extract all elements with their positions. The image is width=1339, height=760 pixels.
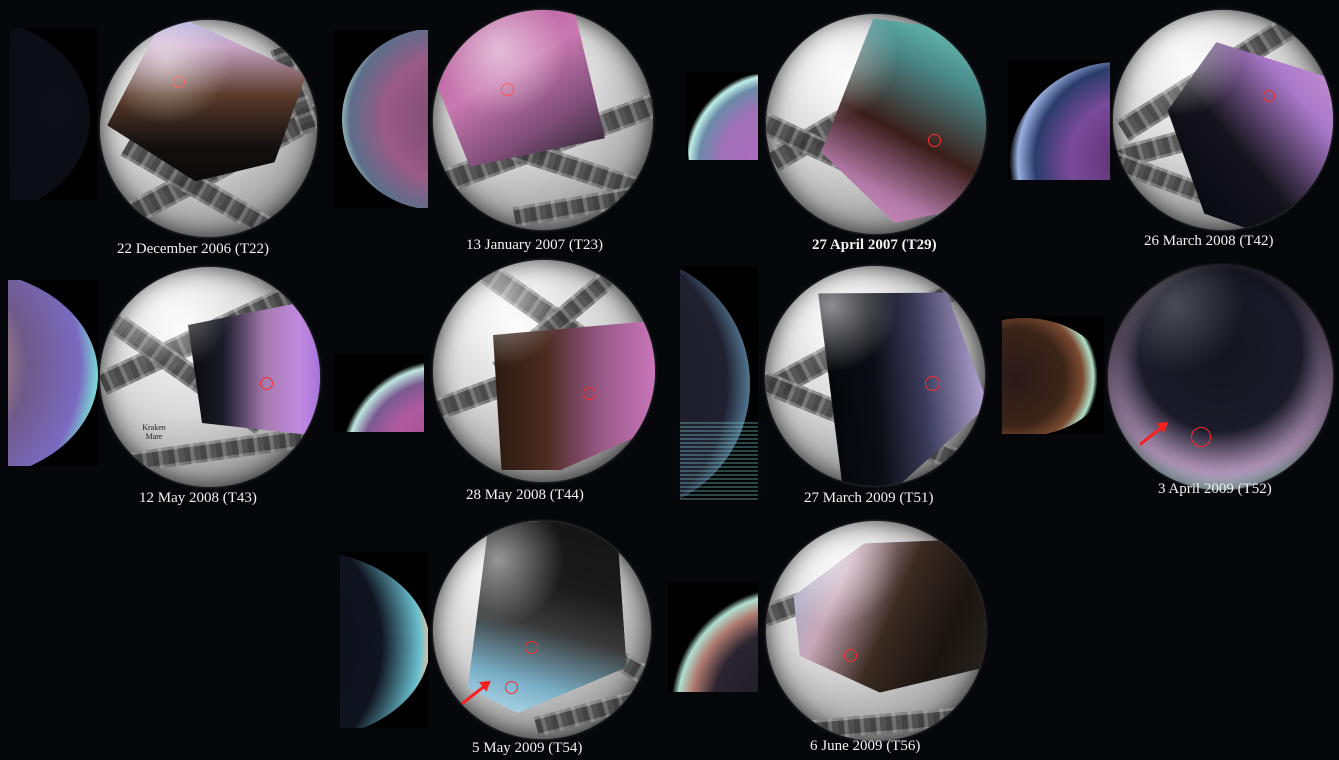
- marker-circle: [928, 134, 941, 147]
- panel-label-t23: 13 January 2007 (T23): [466, 237, 604, 253]
- thumbnail-t22: [10, 28, 97, 200]
- thumbnail-t52: [1002, 316, 1104, 434]
- thumbnail-t23: [334, 30, 428, 208]
- globe-t52: [1108, 265, 1333, 490]
- annotation-kraken-mare: Kraken Mare: [142, 423, 166, 441]
- thumbnail-t51: [680, 266, 758, 502]
- marker-circle: [525, 641, 538, 654]
- globe-t23: [433, 10, 653, 230]
- thumbnail-t29: [686, 72, 758, 160]
- panel-label-t54: 5 May 2009 (T54): [472, 740, 583, 756]
- panel-label-t43: 12 May 2008 (T43): [139, 490, 257, 506]
- marker-circle: [260, 377, 273, 390]
- globe-t42: [1113, 10, 1333, 230]
- marker-circle: [844, 649, 857, 662]
- marker-circle: [1191, 427, 1211, 447]
- thumbnail-t54: [340, 552, 428, 728]
- panel-label-t22: 22 December 2006 (T22): [117, 241, 270, 257]
- panel-label-t56: 6 June 2009 (T56): [810, 738, 921, 754]
- thumbnail-t44: [334, 354, 424, 432]
- marker-circle: [1263, 90, 1275, 102]
- globe-t54: [433, 521, 651, 739]
- globe-t29: [766, 14, 986, 234]
- marker-circle: [505, 681, 518, 694]
- thumbnail-t56: [668, 582, 758, 692]
- panel-label-t52: 3 April 2009 (T52): [1158, 481, 1272, 497]
- arrow-indicator: [1139, 422, 1168, 446]
- marker-circle: [501, 83, 514, 96]
- globe-t44: [433, 260, 655, 482]
- panel-label-t44: 28 May 2008 (T44): [466, 487, 584, 503]
- globe-t22: [100, 20, 317, 237]
- globe-t56: [766, 521, 986, 741]
- globe-t43: Kraken Mare: [100, 267, 320, 487]
- globe-t51: [765, 266, 985, 486]
- marker-circle: [583, 387, 596, 400]
- thumbnail-t42: [1008, 60, 1110, 180]
- panel-label-t51: 27 March 2009 (T51): [804, 490, 934, 506]
- marker-circle: [925, 376, 940, 391]
- panel-label-t29: 27 April 2007 (T29): [812, 237, 937, 253]
- marker-circle: [173, 76, 185, 88]
- panel-label-t42: 26 March 2008 (T42): [1144, 233, 1274, 249]
- thumbnail-t43: [8, 280, 98, 466]
